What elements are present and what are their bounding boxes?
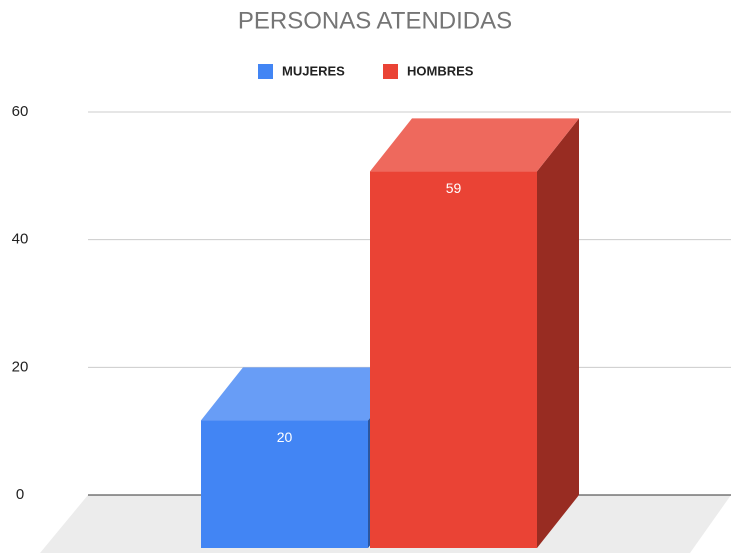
y-tick-label: 40 [12, 231, 29, 248]
bar-top [370, 118, 579, 172]
y-tick-label: 20 [12, 358, 29, 375]
y-tick-label: 0 [16, 486, 24, 503]
chart-title: PERSONAS ATENDIDAS [238, 7, 512, 34]
legend-swatch [258, 64, 273, 79]
legend-swatch [383, 64, 398, 79]
bar [370, 171, 537, 548]
value-label: 20 [277, 429, 293, 445]
legend-label: MUJERES [282, 63, 345, 78]
legend-label: HOMBRES [407, 63, 474, 78]
bar-top [201, 367, 410, 421]
bar [201, 420, 368, 548]
y-tick-label: 60 [12, 103, 29, 120]
bar-side [537, 118, 579, 548]
value-label: 59 [446, 180, 462, 196]
